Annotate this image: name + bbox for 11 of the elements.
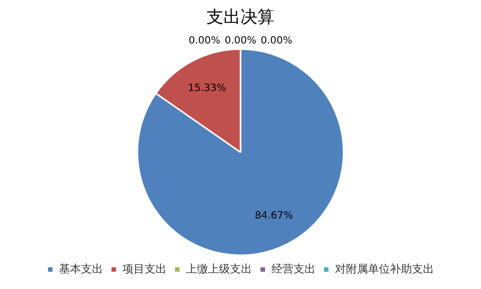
data-label: 84.67% — [254, 210, 293, 222]
text: 0.00% — [224, 36, 256, 47]
chart-title: 支出决算 — [206, 8, 274, 28]
legend-label: 基本支出 — [58, 262, 103, 276]
legend-label: 经营支出 — [271, 262, 316, 276]
legend-label: 上缴上级支出 — [186, 262, 252, 276]
text: 0.00% — [260, 36, 292, 47]
data-label: 15.33% — [188, 82, 226, 94]
legend-label: 对附属单位补助支出 — [334, 262, 434, 276]
text: 0.00% — [188, 36, 220, 47]
legend-label: 项目支出 — [122, 262, 166, 276]
